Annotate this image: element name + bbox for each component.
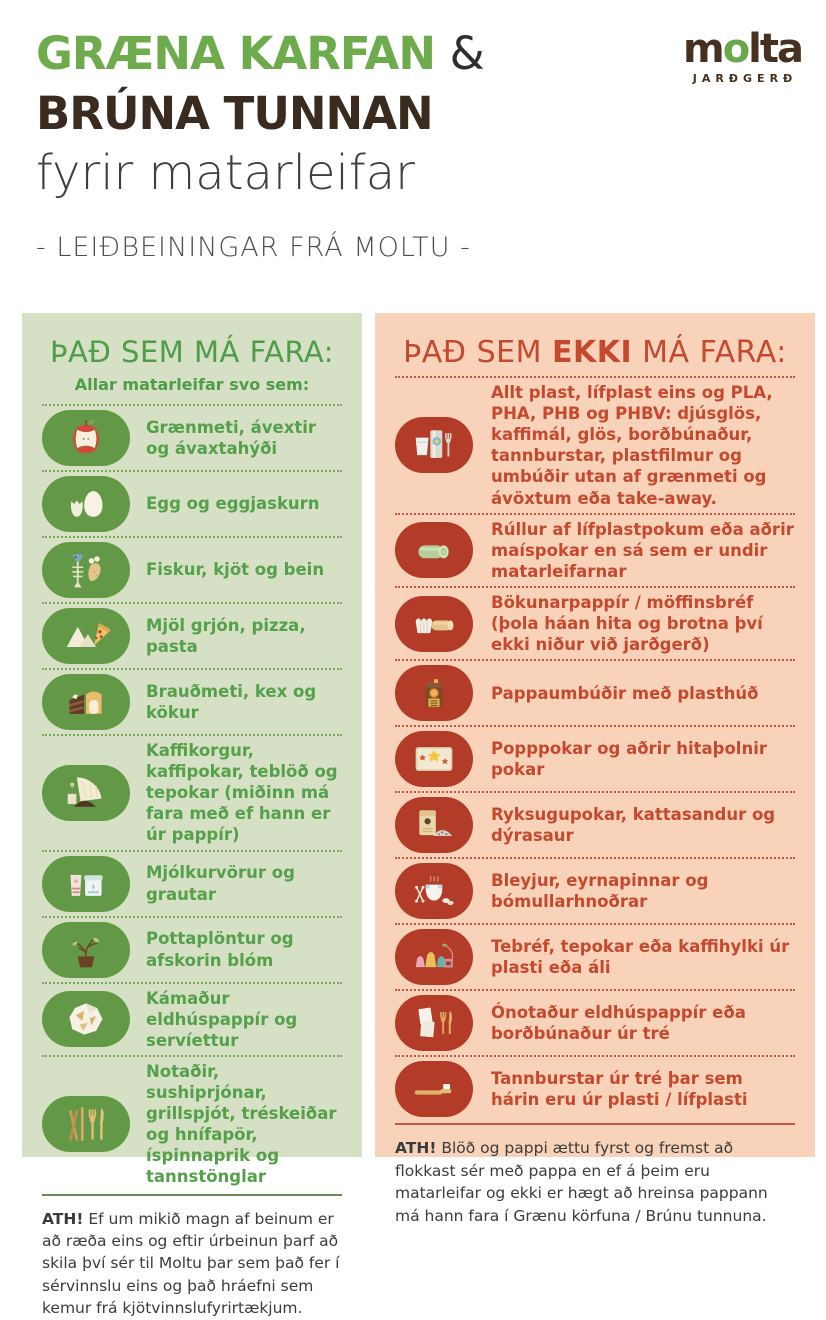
unused-paper-icon — [395, 995, 473, 1051]
poster: GRÆNA KARFAN & BRÚNA TUNNAN fyrir matarl… — [0, 0, 826, 1170]
flour-and-pizza-icon — [42, 608, 130, 664]
list-item-text: Kaffikorgur, kaffipokar, teblöð og tepok… — [146, 740, 342, 846]
diaper-icon — [395, 863, 473, 919]
list-item: Pappaumbúðir með plasthúð — [395, 661, 795, 727]
list-item-text: Pappaumbúðir með plasthúð — [491, 683, 759, 704]
carton-icon — [395, 665, 473, 721]
list-item: Egg og eggjaskurn — [42, 472, 342, 538]
not-allowed-note-text: Blöð og pappi ættu fyrst og fremst að fl… — [395, 1139, 768, 1224]
molta-logo: molta JARÐGERÐ — [683, 28, 802, 85]
list-item-text: Mjólkurvörur og grautar — [146, 862, 342, 904]
allowed-heading: ÞAÐ SEM MÁ FARA: — [42, 335, 342, 369]
list-item: Ryksugupokar, kattasandur og dýrasaur — [395, 793, 795, 859]
list-item: Ónotaður eldhúspappír eða borðbúnaður úr… — [395, 991, 795, 1057]
list-item: Fiskur, kjöt og bein — [42, 538, 342, 604]
not-allowed-note: ATH! Blöð og pappi ættu fyrst og fremst … — [395, 1123, 795, 1242]
allowed-note-label: ATH! — [42, 1210, 83, 1228]
list-item: Mjöl grjón, pizza, pasta — [42, 604, 342, 670]
coffee-capsules-icon — [395, 929, 473, 985]
vacuum-bag-icon — [395, 797, 473, 853]
toothbrush-icon — [395, 1061, 473, 1117]
list-item-text: Tebréf, tepokar eða kaffihylki úr plasti… — [491, 936, 795, 978]
list-item-text: Allt plast, lífplast eins og PLA, PHA, P… — [491, 382, 795, 509]
list-item-text: Grænmeti, ávextir og ávaxtahýði — [146, 417, 342, 459]
bag-roll-icon — [395, 522, 473, 578]
allowed-panel: ÞAÐ SEM MÁ FARA: Allar matarleifar svo s… — [22, 313, 362, 1157]
title-ampersand: & — [450, 27, 485, 80]
list-item-text: Kámaður eldhúspappír og servíettur — [146, 988, 342, 1051]
list-item-text: Bökunarpappír / möffinsbréf (þola háan h… — [491, 592, 795, 655]
cake-and-bread-icon — [42, 674, 130, 730]
plastic-items-icon — [395, 417, 473, 473]
allowed-list: Grænmeti, ávextir og ávaxtahýði Egg og eg… — [42, 404, 342, 1192]
list-item-text: Ónotaður eldhúspappír eða borðbúnaður úr… — [491, 1002, 795, 1044]
allowed-note: ATH! Ef um mikið magn af beinum er að ræ… — [42, 1194, 342, 1313]
fish-and-bone-icon — [42, 542, 130, 598]
list-item-text: Pottaplöntur og afskorin blóm — [146, 928, 342, 970]
crumpled-paper-icon — [42, 991, 130, 1047]
potted-plant-icon — [42, 922, 130, 978]
list-item: Kaffikorgur, kaffipokar, teblöð og tepok… — [42, 736, 342, 852]
not-allowed-heading-post: MÁ FARA: — [632, 335, 787, 370]
header: GRÆNA KARFAN & BRÚNA TUNNAN fyrir matarl… — [36, 24, 806, 263]
list-item-text: Egg og eggjaskurn — [146, 493, 320, 514]
list-item-text: Mjöl grjón, pizza, pasta — [146, 615, 342, 657]
list-item: Bleyjur, eyrnapinnar og bómullarhnoðrar — [395, 859, 795, 925]
molta-tagline: JARÐGERÐ — [683, 72, 802, 85]
list-item: Rúllur af lífplastpokum eða aðrir maíspo… — [395, 515, 795, 588]
list-item: Bökunarpappír / möffinsbréf (þola háan h… — [395, 588, 795, 661]
molta-wordmark: molta — [683, 28, 802, 70]
list-item-text: Bleyjur, eyrnapinnar og bómullarhnoðrar — [491, 870, 795, 912]
subtitle: - LEIÐBEININGAR FRÁ MOLTU - — [36, 232, 806, 263]
eggs-icon — [42, 476, 130, 532]
not-allowed-heading-emphasis: EKKI — [552, 335, 632, 370]
list-item-text: Tannburstar úr tré þar sem hárin eru úr … — [491, 1068, 795, 1110]
list-item-text: Popppokar og aðrir hitaþolnir pokar — [491, 738, 795, 780]
list-item: Tannburstar úr tré þar sem hárin eru úr … — [395, 1057, 795, 1121]
list-item-text: Brauðmeti, kex og kökur — [146, 681, 342, 723]
list-item: Pottaplöntur og afskorin blóm — [42, 918, 342, 984]
not-allowed-panel: ÞAÐ SEM EKKI MÁ FARA: Allt plast, lífpla… — [375, 313, 815, 1157]
panels: ÞAÐ SEM MÁ FARA: Allar matarleifar svo s… — [22, 313, 815, 1157]
coffee-filter-icon — [42, 765, 130, 821]
title-line-2: BRÚNA TUNNAN — [36, 84, 806, 144]
wooden-utensils-icon — [42, 1096, 130, 1152]
list-item: Mjólkurvörur og grautar — [42, 852, 342, 918]
list-item: Kámaður eldhúspappír og servíettur — [42, 984, 342, 1057]
list-item: Notaðir, sushiprjónar, grillspjót, trésk… — [42, 1057, 342, 1192]
list-item: Brauðmeti, kex og kökur — [42, 670, 342, 736]
apple-core-icon — [42, 410, 130, 466]
dairy-icon — [42, 856, 130, 912]
not-allowed-heading-pre: ÞAÐ SEM — [403, 335, 552, 370]
popcorn-bag-icon — [395, 731, 473, 787]
not-allowed-heading: ÞAÐ SEM EKKI MÁ FARA: — [395, 335, 795, 370]
list-item-text: Fiskur, kjöt og bein — [146, 559, 324, 580]
list-item-text: Notaðir, sushiprjónar, grillspjót, trésk… — [146, 1061, 342, 1188]
list-item-text: Ryksugupokar, kattasandur og dýrasaur — [491, 804, 795, 846]
list-item: Popppokar og aðrir hitaþolnir pokar — [395, 727, 795, 793]
list-item: Grænmeti, ávextir og ávaxtahýði — [42, 406, 342, 472]
allowed-note-text: Ef um mikið magn af beinum er að ræða ei… — [42, 1210, 339, 1318]
baking-paper-icon — [395, 596, 473, 652]
not-allowed-list: Allt plast, lífplast eins og PLA, PHA, P… — [395, 376, 795, 1121]
list-item-text: Rúllur af lífplastpokum eða aðrir maíspo… — [491, 519, 795, 582]
list-item: Tebréf, tepokar eða kaffihylki úr plasti… — [395, 925, 795, 991]
not-allowed-note-label: ATH! — [395, 1139, 436, 1157]
title-line-3: fyrir matarleifar — [36, 144, 806, 202]
title-green-text: GRÆNA KARFAN — [36, 27, 435, 80]
list-item: Allt plast, lífplast eins og PLA, PHA, P… — [395, 378, 795, 515]
allowed-subheading: Allar matarleifar svo sem: — [42, 375, 342, 394]
